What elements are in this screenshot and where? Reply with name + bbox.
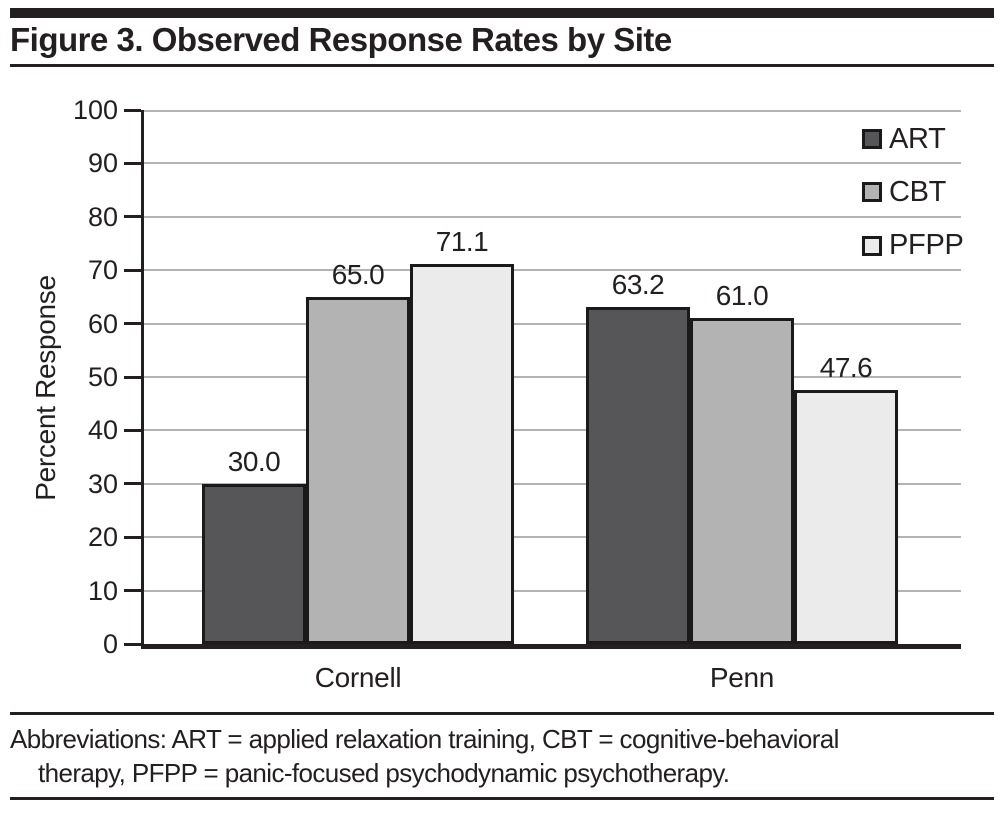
y-tick-40 (124, 428, 141, 432)
bar-penn-cbt (690, 318, 794, 644)
bar-value-penn-art: 63.2 (611, 268, 665, 300)
legend-item-art: ART (862, 114, 946, 164)
bar-value-cornell-art: 30.0 (227, 445, 281, 477)
y-tick-label-80: 80 (87, 201, 118, 232)
gridline-20 (144, 536, 961, 539)
title-rule (10, 64, 994, 67)
footnote-line-1: Abbreviations: ART = applied relaxation … (10, 724, 839, 754)
y-tick-label-100: 100 (72, 95, 118, 125)
y-tick-label-40: 40 (87, 415, 118, 446)
figure-title: Figure 3. Observed Response Rates by Sit… (10, 21, 672, 58)
gridline-60 (144, 322, 961, 325)
y-tick-label-0: 0 (102, 629, 118, 659)
y-tick-0 (124, 642, 141, 646)
footnote-line-2: therapy, PFPP = panic-focused psychodyna… (38, 758, 730, 788)
gridline-50 (144, 376, 961, 378)
bar-value-penn-pfpp: 47.6 (819, 351, 873, 383)
legend-swatch-art (862, 129, 882, 149)
y-tick-80 (124, 215, 141, 219)
y-tick-label-70: 70 (87, 255, 118, 286)
y-tick-label-30: 30 (87, 468, 118, 499)
legend-label-art: ART (889, 122, 946, 155)
y-tick-label-20: 20 (87, 522, 118, 553)
footnote-top-rule (10, 712, 994, 715)
gridline-80 (144, 215, 961, 218)
y-tick-label-10: 10 (87, 575, 118, 606)
y-tick-label-90: 90 (87, 148, 118, 179)
bar-value-penn-cbt: 61.0 (715, 280, 769, 312)
gridline-100 (144, 110, 961, 112)
y-tick-label-50: 50 (87, 362, 118, 392)
bar-cornell-cbt (306, 296, 410, 644)
y-tick-20 (124, 535, 141, 539)
bar-cornell-pfpp (410, 264, 514, 644)
y-tick-label-60: 60 (87, 308, 118, 339)
y-tick-30 (124, 482, 141, 486)
gridline-90 (144, 162, 961, 165)
bar-cornell-art (202, 483, 306, 644)
legend-item-cbt: CBT (862, 167, 946, 217)
x-category-label-penn: Penn (709, 662, 775, 693)
y-tick-60 (124, 322, 141, 326)
x-category-label-cornell: Cornell (314, 662, 402, 693)
footnote-bottom-rule (10, 797, 994, 800)
bar-value-cornell-cbt: 65.0 (331, 258, 385, 290)
gridline-70 (144, 269, 961, 272)
legend-label-pfpp: PFPP (889, 229, 964, 262)
bar-penn-art (586, 306, 690, 644)
bar-value-cornell-pfpp: 71.1 (435, 226, 489, 258)
legend-swatch-pfpp (862, 235, 882, 256)
gridline-30 (144, 482, 961, 485)
y-tick-100 (124, 108, 141, 112)
gridline-40 (144, 429, 961, 432)
legend-swatch-cbt (862, 182, 882, 203)
top-rule (10, 8, 994, 18)
gridline-10 (144, 589, 961, 592)
y-tick-70 (124, 268, 141, 272)
y-tick-50 (124, 375, 141, 379)
y-tick-90 (124, 161, 141, 165)
legend-item-pfpp: PFPP (862, 221, 964, 271)
plot-area: 30.0 65.0 71.1 63.2 61.0 47.6 ART CBT PFPP (141, 110, 964, 649)
bar-penn-pfpp (794, 389, 898, 644)
y-tick-10 (124, 589, 141, 593)
legend-label-cbt: CBT (889, 175, 947, 208)
